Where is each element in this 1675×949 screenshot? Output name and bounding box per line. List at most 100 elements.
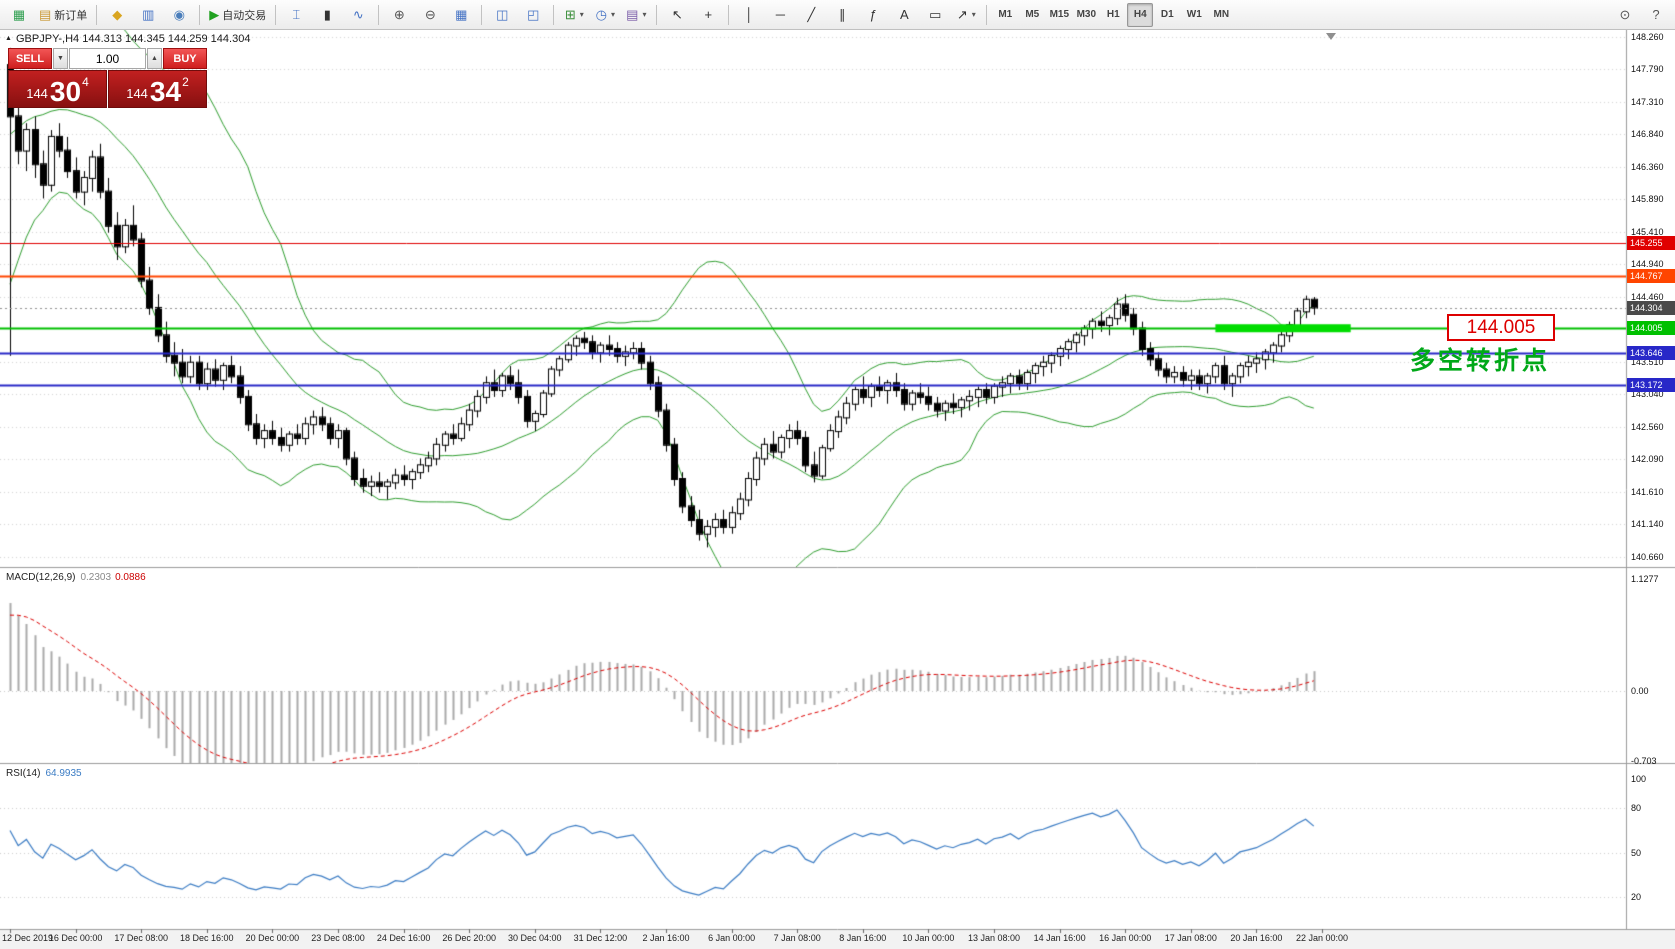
sell-price-big: 30 xyxy=(49,76,82,108)
timeframe-m1-button[interactable]: M1 xyxy=(992,3,1018,27)
indicators-icon: ⊞ xyxy=(564,7,576,22)
volume-input[interactable] xyxy=(69,48,146,69)
candlestick-chart-button[interactable]: ▮ xyxy=(312,2,342,28)
timeframe-m30-button[interactable]: M30 xyxy=(1073,3,1099,27)
zoom-in-button[interactable]: ⊕ xyxy=(384,2,414,28)
toolbar-separator xyxy=(96,4,98,25)
macd-indicator-label: MACD(12,26,9) 0.2303 0.0886 xyxy=(6,572,146,583)
timeframe-mn-button[interactable]: MN xyxy=(1208,3,1234,27)
chart-shift-marker-icon[interactable] xyxy=(1326,33,1336,40)
arrange-windows-button[interactable]: ◫ xyxy=(487,2,517,28)
horizontal-line-button[interactable]: ─ xyxy=(765,2,795,28)
periods-button[interactable]: ◷ ▾ xyxy=(590,2,620,28)
tile-windows-button[interactable]: ▦ xyxy=(446,2,476,28)
timeframe-w1-button[interactable]: W1 xyxy=(1181,3,1207,27)
ohlc-marker-icon: ▲ xyxy=(5,35,12,42)
quick-help-button[interactable]: ? xyxy=(1641,2,1671,28)
text-icon: A xyxy=(899,7,909,22)
periods-icon: ◷ xyxy=(595,7,607,22)
price-tag: 143.172 xyxy=(1627,378,1675,393)
one-click-trading-panel: SELL ▼ ▲ BUY 144 30 4 144 34 2 xyxy=(8,48,207,108)
app-logo-icon-icon: ▦ xyxy=(12,7,26,22)
timeframe-h4-button-label: H4 xyxy=(1133,9,1147,20)
price-axis-label: 148.260 xyxy=(1631,32,1664,42)
sell-button[interactable]: SELL xyxy=(8,48,52,69)
crosshair-button[interactable]: + xyxy=(693,2,723,28)
cascade-windows-button[interactable]: ◰ xyxy=(518,2,548,28)
toolbar-separator xyxy=(656,4,658,25)
app-logo-icon[interactable]: ▦ xyxy=(4,2,34,28)
timeframe-h1-button[interactable]: H1 xyxy=(1100,3,1126,27)
timeframe-d1-button-label: D1 xyxy=(1160,9,1174,20)
toolbar-separator xyxy=(728,4,730,25)
price-axis-label: 145.410 xyxy=(1631,227,1664,237)
timeframe-m15-button[interactable]: M15 xyxy=(1046,3,1072,27)
timeframe-d1-button[interactable]: D1 xyxy=(1154,3,1180,27)
timeframe-w1-button-label: W1 xyxy=(1186,9,1202,20)
time-axis-label: 23 Dec 08:00 xyxy=(311,933,365,943)
cursor-icon: ↖ xyxy=(671,7,683,22)
timeframe-m5-button[interactable]: M5 xyxy=(1019,3,1045,27)
sell-price-display[interactable]: 144 30 4 xyxy=(8,70,107,108)
fibonacci-button[interactable]: ƒ xyxy=(858,2,888,28)
rsi-axis-label: 50 xyxy=(1631,847,1642,858)
price-axis-label: 147.790 xyxy=(1631,64,1664,75)
time-axis-label: 22 Jan 00:00 xyxy=(1295,933,1349,943)
price-axis-label: 142.090 xyxy=(1631,454,1664,465)
dropdown-caret-icon: ▾ xyxy=(579,10,584,19)
chart-canvas[interactable] xyxy=(0,30,1675,949)
vertical-line-button[interactable]: │ xyxy=(734,2,764,28)
new-order-icon: ▤ xyxy=(39,7,52,22)
time-axis-label: 13 Jan 08:00 xyxy=(967,933,1021,943)
bar-chart-button[interactable]: ⌶ xyxy=(281,2,311,28)
zoom-out-button[interactable]: ⊖ xyxy=(415,2,445,28)
time-axis-label: 20 Dec 00:00 xyxy=(245,933,300,943)
buy-price-display[interactable]: 144 34 2 xyxy=(108,70,207,108)
price-annotation-box[interactable]: 144.005 xyxy=(1447,314,1555,341)
macd-axis-label: -0.703 xyxy=(1631,755,1657,766)
price-axis-label: 145.890 xyxy=(1631,194,1664,205)
fibonacci-icon: ƒ xyxy=(869,7,877,22)
price-axis-label: 141.610 xyxy=(1631,487,1664,497)
turning-point-note[interactable]: 多空转折点 xyxy=(1410,347,1551,375)
volume-decrease-button[interactable]: ▼ xyxy=(53,48,68,69)
timeframe-m30-button-label: M30 xyxy=(1076,9,1097,20)
time-axis-label: 8 Jan 16:00 xyxy=(839,933,887,943)
time-axis-label: 30 Dec 04:00 xyxy=(508,933,562,943)
price-axis-label: 146.360 xyxy=(1631,162,1664,172)
timeframe-m5-button-label: M5 xyxy=(1025,9,1040,20)
arrows-button[interactable]: ↗ ▾ xyxy=(951,2,981,28)
timeframe-h4-button[interactable]: H4 xyxy=(1127,2,1154,27)
buy-price-sup: 2 xyxy=(182,75,189,89)
line-chart-button[interactable]: ∿ xyxy=(343,2,373,28)
text-button[interactable]: A xyxy=(889,2,919,28)
price-axis-label: 147.310 xyxy=(1631,97,1664,107)
trendline-button[interactable]: ╱ xyxy=(796,2,826,28)
indicators-button[interactable]: ⊞ ▾ xyxy=(559,2,589,28)
rsi-value: 64.9935 xyxy=(45,768,82,779)
line-chart-icon: ∿ xyxy=(352,7,364,22)
sell-price-prefix: 144 xyxy=(26,86,48,101)
label-button[interactable]: ▭ xyxy=(920,2,950,28)
auto-trading-button[interactable]: ▶ 自动交易 xyxy=(205,2,270,28)
buy-button[interactable]: BUY xyxy=(163,48,207,69)
new-order-button[interactable]: ▤ 新订单 xyxy=(35,2,91,28)
buy-price-big: 34 xyxy=(149,76,182,108)
cursor-button[interactable]: ↖ xyxy=(662,2,692,28)
volume-increase-button[interactable]: ▲ xyxy=(147,48,162,69)
time-axis-label: 14 Jan 16:00 xyxy=(1033,933,1086,943)
navigator-icon: ◉ xyxy=(173,7,185,22)
templates-button[interactable]: ▤ ▾ xyxy=(621,2,651,28)
time-axis-label: 12 Dec 2019 xyxy=(2,933,54,943)
channel-button[interactable]: ∥ xyxy=(827,2,857,28)
time-axis-label: 18 Dec 16:00 xyxy=(180,933,234,943)
time-axis-label: 26 Dec 20:00 xyxy=(442,933,496,943)
horizontal-line-icon: ─ xyxy=(775,7,785,22)
auto-trading-button-label: 自动交易 xyxy=(222,9,267,22)
search-button[interactable]: ⊙ xyxy=(1610,2,1640,28)
navigator-button[interactable]: ◉ xyxy=(164,2,194,28)
data-window-button[interactable]: ▥ xyxy=(133,2,163,28)
cascade-windows-icon: ◰ xyxy=(527,7,540,22)
market-watch-button[interactable]: ◆ xyxy=(102,2,132,28)
toolbar-separator xyxy=(986,4,988,25)
